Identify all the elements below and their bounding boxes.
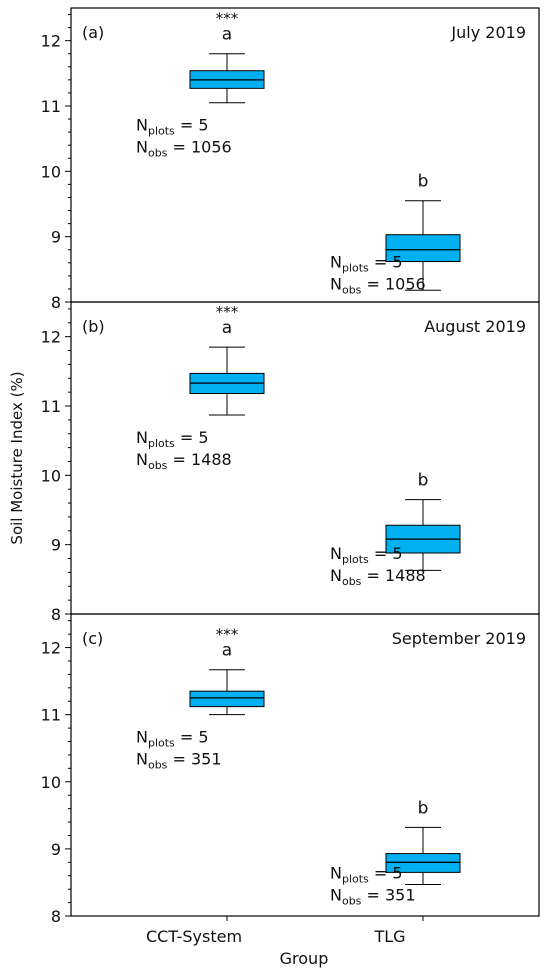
n-plots-label: Nplots = 5 [330, 252, 403, 274]
significance-stars: *** [216, 303, 239, 321]
significance-letter: b [418, 471, 429, 491]
n-plots-label: Nplots = 5 [330, 863, 403, 885]
y-tick-label: 12 [41, 639, 61, 658]
significance-stars: *** [216, 10, 239, 28]
panel-title: September 2019 [392, 629, 526, 648]
significance-letter: b [418, 172, 429, 192]
significance-letter: a [222, 25, 232, 45]
panel-label: (b) [82, 317, 105, 336]
y-tick-label: 11 [41, 397, 61, 416]
significance-letter: b [418, 798, 429, 818]
panel-title: August 2019 [424, 317, 526, 336]
y-tick-label: 11 [41, 97, 61, 116]
y-tick-label: 10 [41, 773, 61, 792]
x-tick-label: TLG [373, 927, 405, 946]
n-obs-label: Nobs = 1056 [136, 138, 232, 160]
y-tick-label: 8 [51, 605, 61, 624]
iqr-box [385, 853, 461, 873]
n-obs-label: Nobs = 1056 [330, 274, 426, 296]
x-tick-label: CCT-System [146, 927, 242, 946]
y-tick-label: 12 [41, 32, 61, 51]
iqr-box [189, 690, 265, 708]
y-tick-label: 9 [51, 228, 61, 247]
n-obs-label: Nobs = 351 [330, 885, 416, 907]
y-tick-label: 9 [51, 840, 61, 859]
iqr-box [385, 234, 461, 262]
n-plots-label: Nplots = 5 [136, 728, 209, 750]
panel-label: (c) [82, 629, 103, 648]
y-tick-label: 12 [41, 328, 61, 347]
y-tick-label: 10 [41, 466, 61, 485]
n-plots-label: Nplots = 5 [136, 116, 209, 138]
significance-stars: *** [216, 626, 239, 644]
y-tick-label: 11 [41, 706, 61, 725]
panel-label: (a) [82, 23, 104, 42]
panel-title: July 2019 [450, 23, 526, 42]
n-plots-label: Nplots = 5 [330, 544, 403, 566]
n-plots-label: Nplots = 5 [136, 428, 209, 450]
panel-frame [70, 613, 540, 917]
y-axis-label: Soil Moisture Index (%) [8, 371, 26, 544]
significance-letter: a [222, 318, 232, 338]
y-tick-label: 10 [41, 162, 61, 181]
x-axis-label: Group [280, 949, 329, 968]
n-obs-label: Nobs = 351 [136, 750, 222, 772]
n-obs-label: Nobs = 1488 [136, 450, 232, 472]
y-tick-label: 8 [51, 907, 61, 926]
y-tick-label: 9 [51, 536, 61, 555]
y-tick-label: 8 [51, 293, 61, 312]
n-obs-label: Nobs = 1488 [330, 566, 426, 588]
significance-letter: a [222, 641, 232, 661]
